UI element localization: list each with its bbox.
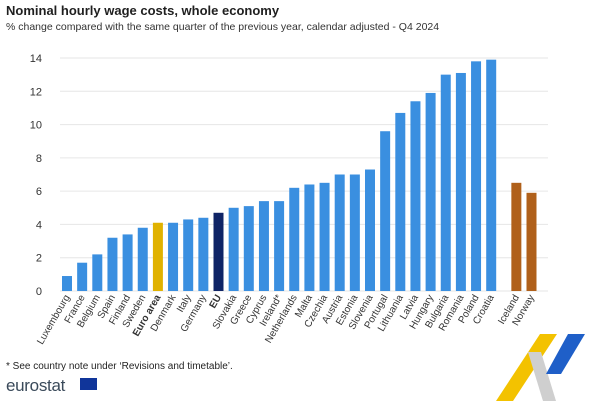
eurostat-logo: eurostat [6,376,66,395]
bar-spain[interactable] [107,237,118,291]
bar-croatia[interactable] [486,59,497,291]
bar-czechia[interactable] [319,182,330,291]
y-tick-label-12: 12 [30,86,42,98]
bar-finland[interactable] [122,234,133,291]
bar-belgium[interactable] [92,254,103,291]
bar-netherlands[interactable] [289,187,300,291]
bar-france[interactable] [77,262,88,291]
bar-italy[interactable] [183,219,194,291]
y-tick-label-6: 6 [36,186,42,198]
bar-austria[interactable] [334,174,345,292]
bar-norway[interactable] [526,192,537,291]
bar-slovenia[interactable] [365,169,375,291]
bar-ireland[interactable] [274,201,285,291]
bar-chart: 02468101214LuxembourgFranceBelgiumSpainF… [30,53,548,347]
bar-sweden[interactable] [137,227,148,291]
footnote: * See country note under ‘Revisions and … [6,361,233,372]
bar-germany[interactable] [198,217,209,291]
eu-flag-icon [80,378,97,390]
bar-bulgaria[interactable] [440,74,451,292]
bar-poland[interactable] [471,61,482,292]
bar-malta[interactable] [304,184,315,291]
bar-romania[interactable] [455,72,466,291]
y-tick-label-0: 0 [36,286,42,298]
bar-euro-area[interactable] [152,222,163,291]
bar-eu[interactable] [213,212,224,291]
y-tick-label-8: 8 [36,153,42,165]
y-tick-label-10: 10 [30,120,42,132]
y-tick-label-2: 2 [36,253,42,265]
bar-latvia[interactable] [410,101,421,292]
chart-title: Nominal hourly wage costs, whole economy [6,3,280,18]
bar-iceland[interactable] [511,182,522,291]
bar-estonia[interactable] [349,174,360,292]
bar-cyprus[interactable] [258,201,269,291]
y-tick-label-4: 4 [36,219,42,231]
bar-slovakia[interactable] [228,207,239,291]
bar-lithuania[interactable] [395,112,406,292]
bar-hungary[interactable] [425,92,436,291]
y-tick-label-14: 14 [30,53,42,65]
bar-luxembourg[interactable] [62,276,72,291]
bar-denmark[interactable] [168,222,179,291]
chart-subtitle: % change compared with the same quarter … [6,21,440,33]
bar-greece[interactable] [243,206,254,291]
bar-portugal[interactable] [380,131,391,291]
